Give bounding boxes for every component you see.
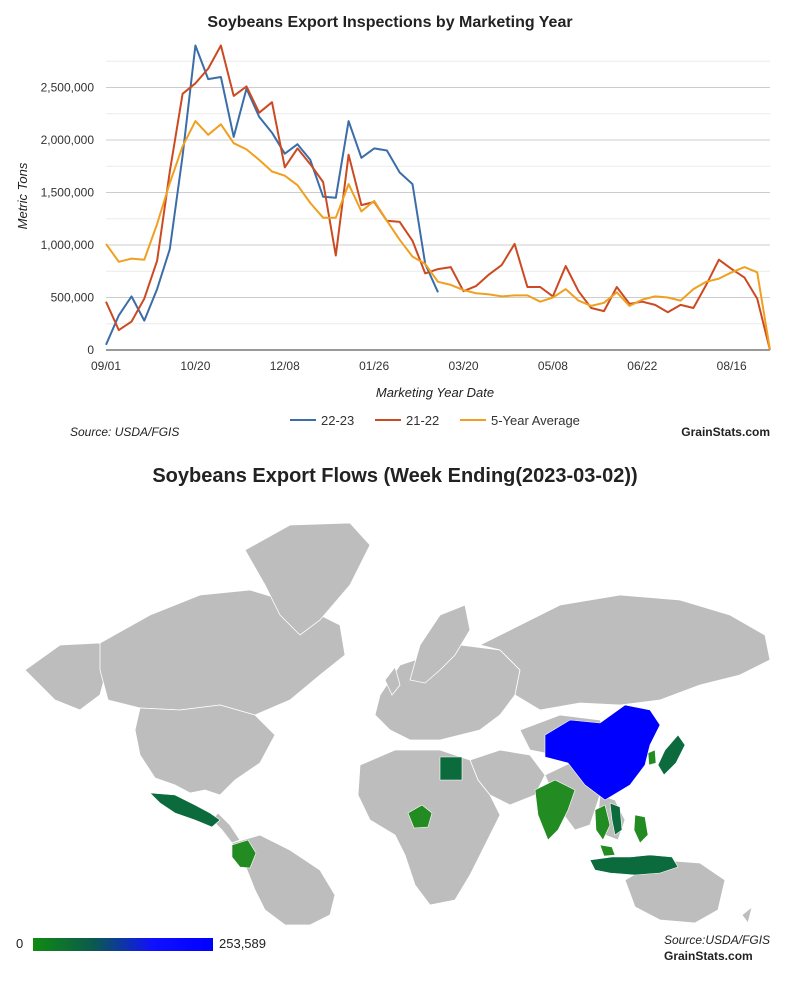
x-tick-label: 01/26 [359,359,389,373]
x-tick-label: 05/08 [538,359,568,373]
x-tick-label: 12/08 [270,359,300,373]
series-line-21-22 [105,44,771,351]
region-thailand [594,804,611,841]
map-brand: GrainStats.com [664,949,753,963]
map-source: Source:USDA/FGIS [664,933,771,947]
legend-max-label: 253,589 [219,936,266,951]
region-south-korea [647,749,657,766]
region-malaysia [599,844,616,857]
y-tick-label: 1,500,000 [41,186,95,200]
x-tick-label: 06/22 [627,359,657,373]
region-africa [357,749,501,906]
chart-brand: GrainStats.com [681,425,770,439]
region-india [534,779,576,841]
chart-legend: 22-23 21-22 5-Year Average [290,413,580,428]
y-tick-label: 1,000,000 [41,238,95,252]
legend-label: 22-23 [321,413,354,428]
map-title: Soybeans Export Flows (Week Ending(2023-… [152,465,638,487]
y-axis-label: Metric Tons [15,162,30,229]
export-inspections-chart: Soybeans Export Inspections by Marketing… [15,14,771,439]
x-tick-labels: 09/01 10/20 12/08 01/26 03/20 05/08 06/22 08/16 [91,359,747,373]
chart-title: Soybeans Export Inspections by Marketing… [207,14,572,31]
region-japan [657,734,686,776]
region-new-zealand [741,905,753,924]
series-line-5-year-average [105,120,771,351]
region-philippines [633,814,649,844]
legend-label: 5-Year Average [491,413,580,428]
export-flows-map-section: Soybeans Export Flows (Week Ending(2023-… [0,455,790,985]
y-tick-label: 2,000,000 [41,133,95,147]
region-scandinavia [409,604,471,684]
region-usa [134,704,276,796]
x-tick-label: 10/20 [180,359,210,373]
y-tick-label: 0 [87,343,94,357]
region-nigeria [407,804,433,829]
region-china [544,704,661,801]
region-vietnam [609,802,623,836]
y-tick-label: 500,000 [51,291,95,305]
legend-min-label: 0 [16,936,24,951]
region-egypt [439,756,463,781]
region-canada [99,589,346,716]
x-axis-label: Marketing Year Date [376,385,494,400]
series-lines [105,44,771,351]
world-map [24,522,771,925]
chart-source: Source: USDA/FGIS [70,425,179,439]
x-tick-label: 09/01 [91,359,121,373]
region-colombia [231,839,257,869]
series-line-22-23 [105,44,439,346]
grid-lines [106,60,770,325]
legend-label: 21-22 [406,413,439,428]
y-tick-labels: 0 500,000 1,000,000 1,500,000 2,000,000 2,500… [41,81,95,358]
x-tick-label: 08/16 [717,359,747,373]
region-russia [478,594,771,711]
region-greenland [244,522,371,636]
region-uk [384,666,401,696]
x-tick-label: 03/20 [449,359,479,373]
color-scale-bar [33,938,213,951]
region-alaska [24,642,109,711]
y-tick-label: 2,500,000 [41,81,95,95]
region-indonesia [589,854,679,876]
region-mexico [149,792,221,828]
